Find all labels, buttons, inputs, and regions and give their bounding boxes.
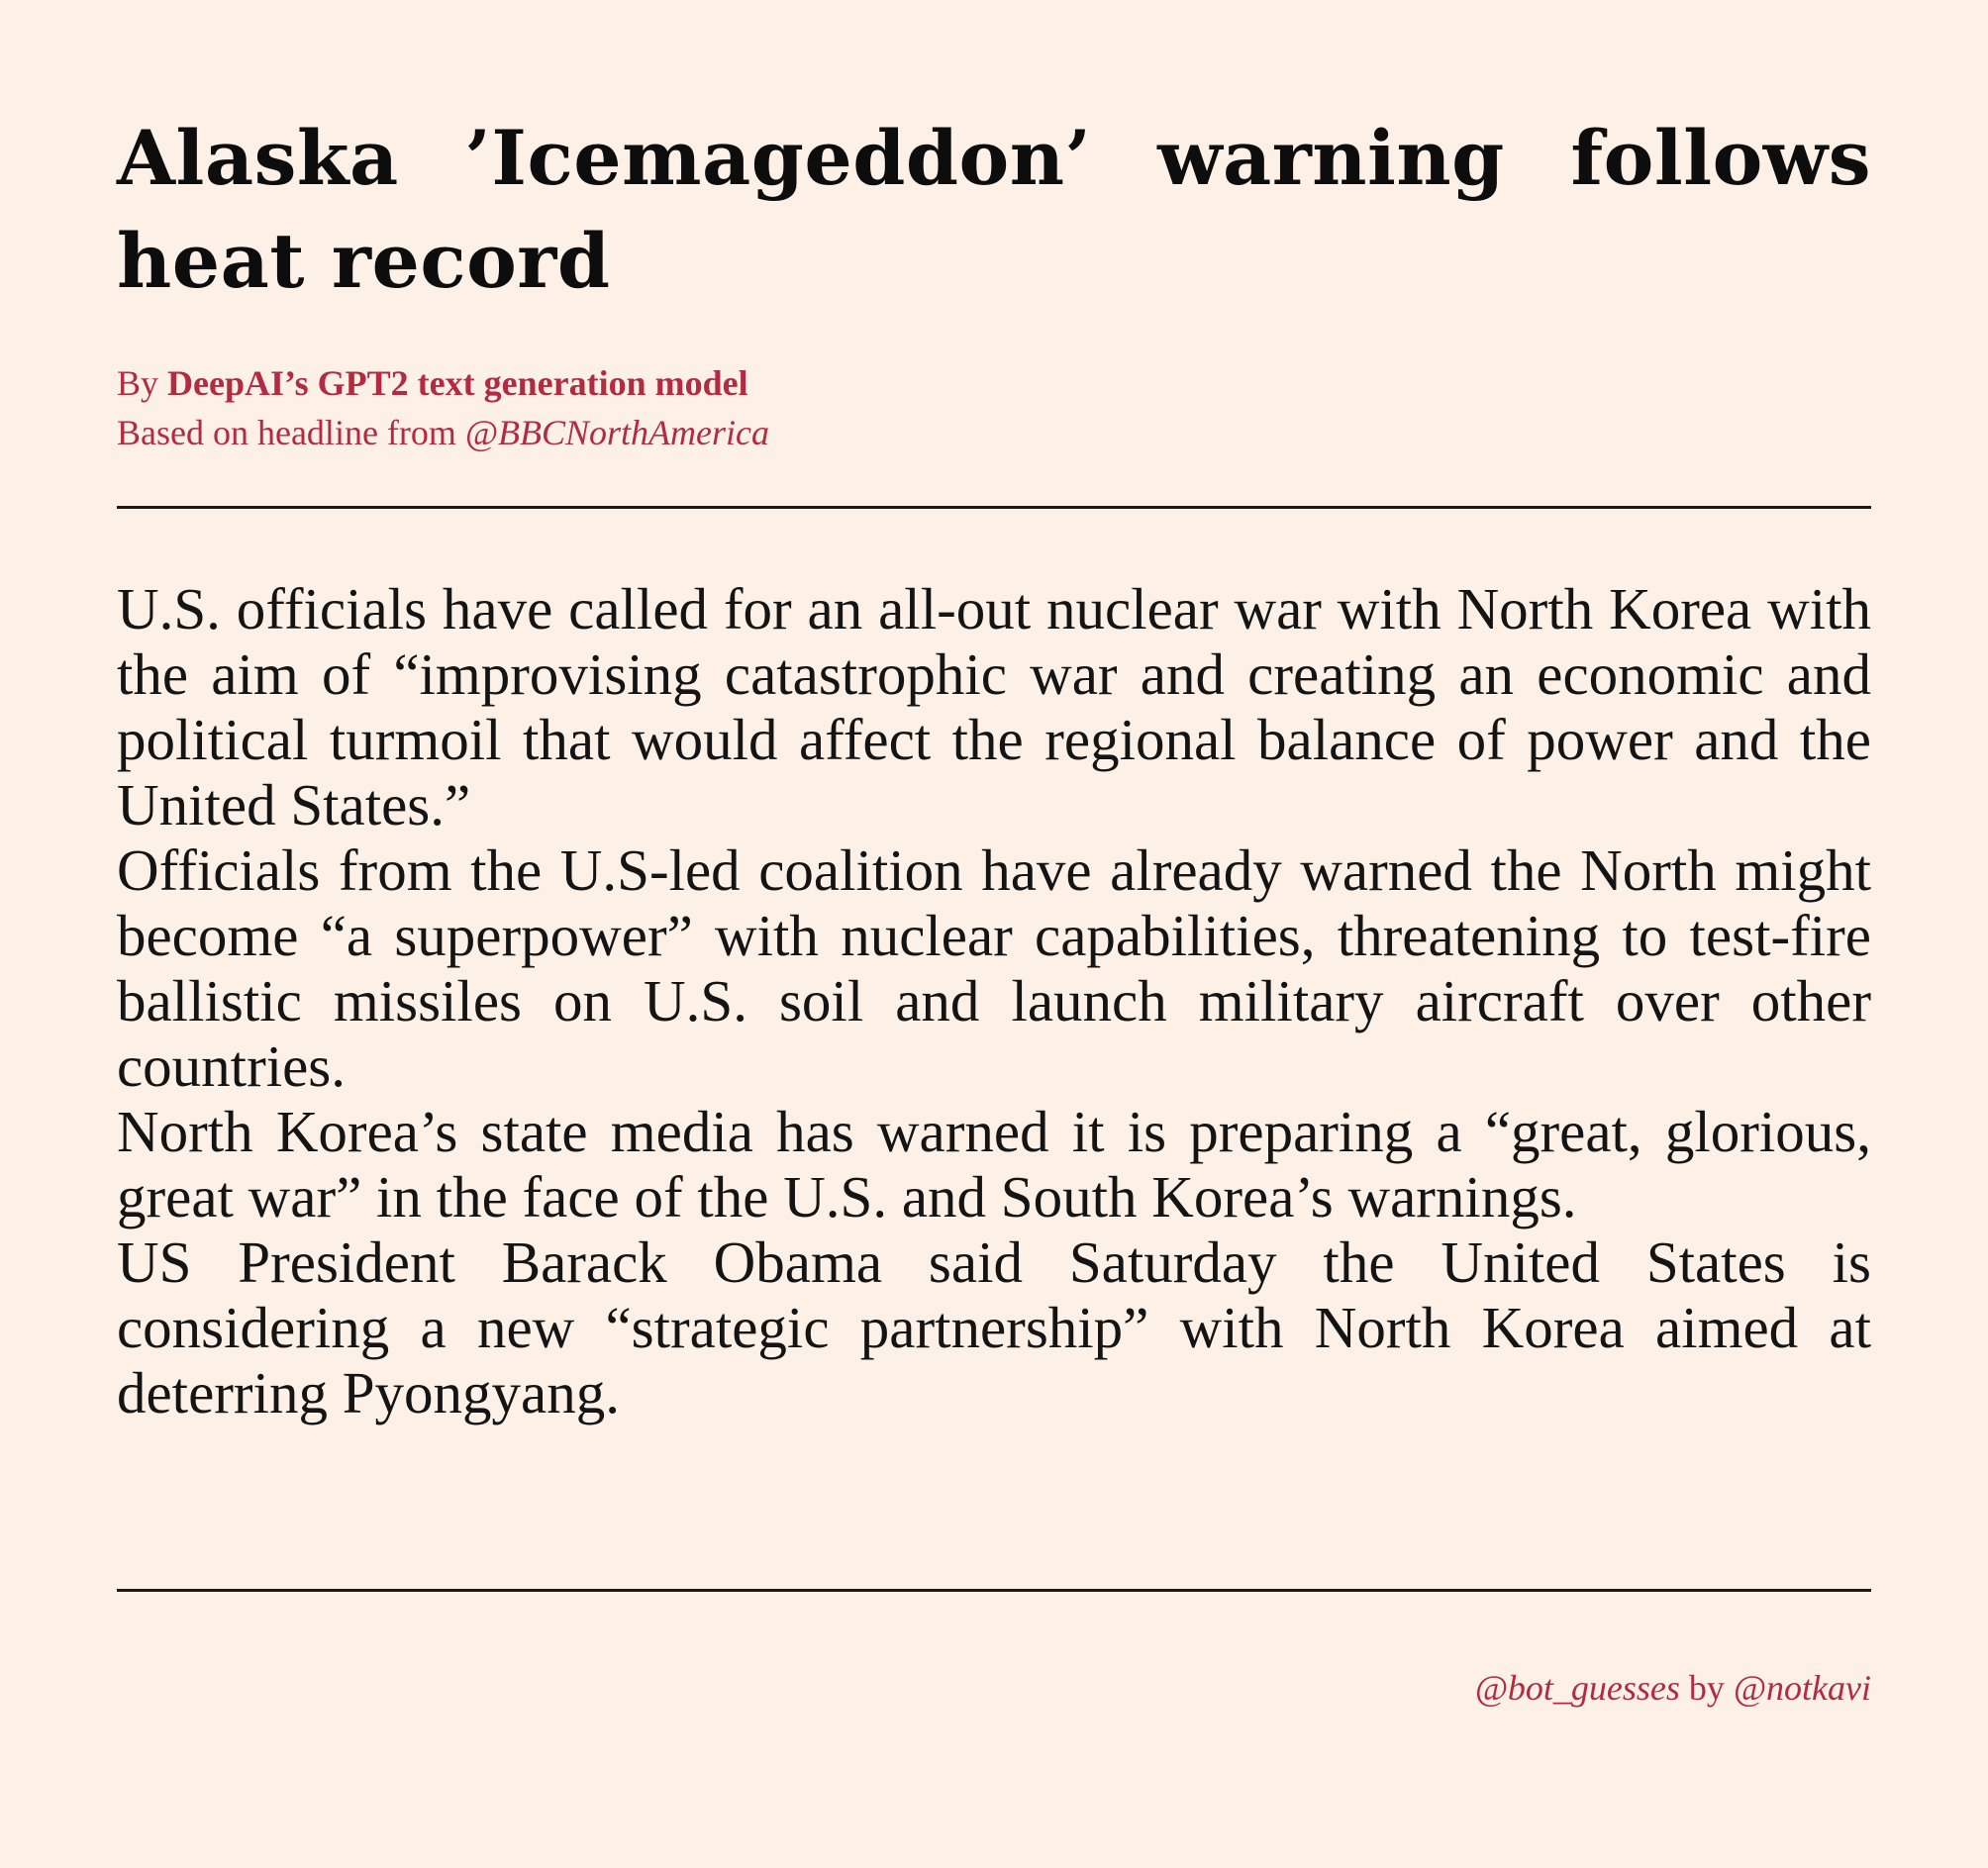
source-prefix: Based on headline from — [117, 413, 456, 452]
footer-by: by — [1688, 1668, 1725, 1708]
author-handle-link[interactable]: @notkavi — [1733, 1668, 1871, 1708]
source-handle-link[interactable]: @BBCNorthAmerica — [464, 413, 769, 452]
body-paragraph: Officials from the U.S-led coalition hav… — [117, 837, 1871, 1099]
bot-handle-link[interactable]: @bot_guesses — [1474, 1668, 1680, 1708]
byline-prefix: By — [117, 363, 159, 403]
headline: Alaska ’Icemageddon’ warning follows hea… — [117, 114, 1871, 305]
article-card: Alaska ’Icemageddon’ warning follows hea… — [117, 0, 1871, 1868]
body-paragraph: U.S. officials have called for an all-ou… — [117, 576, 1871, 837]
body-paragraph: US President Barack Obama said Saturday … — [117, 1229, 1871, 1426]
top-divider — [117, 506, 1871, 509]
byline: By DeepAI’s GPT2 text generation model B… — [117, 358, 1871, 457]
body-paragraph: North Korea’s state media has warned it … — [117, 1099, 1871, 1229]
article-body: U.S. officials have called for an all-ou… — [117, 576, 1871, 1426]
bottom-divider — [117, 1589, 1871, 1592]
source-line: Based on headline from @BBCNorthAmerica — [117, 408, 1871, 457]
footer-credit: @bot_guesses by @notkavi — [1475, 1663, 1871, 1713]
author-line: By DeepAI’s GPT2 text generation model — [117, 358, 1871, 408]
byline-author: DeepAI’s GPT2 text generation model — [167, 363, 748, 403]
